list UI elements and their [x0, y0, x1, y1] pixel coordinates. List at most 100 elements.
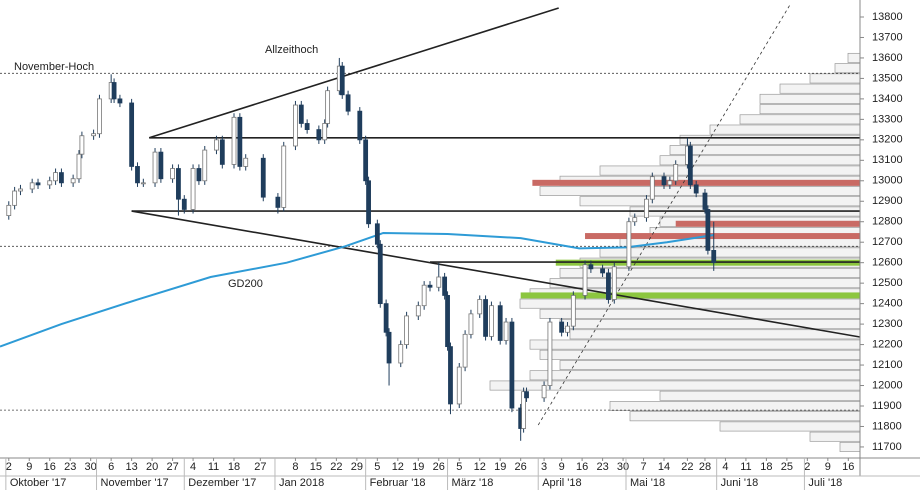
candle-body — [477, 299, 483, 315]
candle-body — [363, 139, 369, 182]
candle-body — [483, 299, 488, 337]
x-tick-label: 19 — [494, 461, 506, 473]
y-tick-label: 13600 — [872, 52, 903, 64]
candle-body — [357, 110, 363, 141]
y-tick-label: 12300 — [872, 318, 903, 330]
volume-profile-bar — [659, 390, 860, 401]
x-tick-label: 22 — [330, 461, 342, 473]
candle-body — [304, 123, 310, 130]
candle-body — [644, 198, 649, 219]
month-label: April '18 — [542, 477, 581, 489]
x-tick-label: 27 — [166, 461, 178, 473]
candle-body — [202, 149, 208, 182]
candle-body — [190, 168, 196, 210]
x-tick-label: 22 — [681, 461, 693, 473]
y-tick-label: 13100 — [872, 154, 903, 166]
candle-body — [243, 157, 249, 167]
volume-profile-bar — [559, 319, 860, 330]
x-tick-label: 5 — [456, 461, 462, 473]
x-tick-label: 30 — [617, 461, 629, 473]
candle-body — [667, 180, 673, 186]
x-tick-label: 3 — [541, 461, 547, 473]
volume-profile-bar — [579, 196, 860, 207]
candle-body — [497, 305, 503, 341]
candle-body — [231, 116, 237, 165]
candle-body — [135, 166, 140, 184]
volume-profile-bar — [759, 93, 860, 104]
candle-body — [293, 104, 298, 147]
x-tick-label: 7 — [640, 461, 646, 473]
candle-body — [427, 284, 433, 288]
x-tick-label: 26 — [515, 461, 527, 473]
plot-area — [0, 4, 860, 452]
candle-body — [129, 102, 135, 167]
candle-body — [47, 180, 53, 186]
candle-body — [611, 266, 617, 300]
candle-body — [386, 331, 392, 364]
candle-body — [398, 344, 404, 364]
candle-body — [448, 346, 453, 405]
x-tick-label: 26 — [433, 461, 445, 473]
trend-line — [131, 210, 860, 338]
volume-profile-bar — [834, 63, 860, 74]
candle-body — [176, 168, 181, 200]
candle-body — [6, 204, 12, 216]
trend-line — [148, 7, 559, 139]
y-tick-label: 13400 — [872, 93, 903, 105]
candle-body — [606, 272, 611, 300]
y-tick-label: 13500 — [872, 72, 903, 84]
x-tick-label: 23 — [64, 461, 76, 473]
candle-body — [70, 178, 76, 184]
month-label: Dezember '17 — [188, 477, 256, 489]
y-tick-label: 12500 — [872, 277, 903, 289]
volume-profile-bar — [539, 349, 860, 360]
y-tick-label: 12200 — [872, 338, 903, 350]
volume-profile-bar — [739, 114, 860, 125]
x-tick-label: 5 — [374, 461, 380, 473]
candle-body — [462, 333, 468, 368]
month-label: November '17 — [101, 477, 169, 489]
volume-profile-bar — [809, 73, 860, 84]
volume-profile-bar — [599, 165, 860, 176]
zone — [520, 292, 860, 299]
y-tick-label: 13200 — [872, 134, 903, 146]
volume-profile-bar — [779, 83, 860, 94]
candle-body — [693, 184, 699, 194]
x-tick-label: 12 — [474, 461, 486, 473]
y-tick-label: 12900 — [872, 195, 903, 207]
candle-body — [570, 295, 576, 327]
x-tick-label: 20 — [146, 461, 158, 473]
volume-profile-bar — [709, 124, 860, 135]
candle-body — [687, 145, 693, 186]
volume-profile-bar — [569, 329, 860, 340]
annotation: GD200 — [228, 278, 263, 290]
annotation: Allzeithoch — [265, 44, 318, 56]
candle-body — [421, 284, 427, 307]
candle-body — [111, 82, 117, 100]
candle-body — [281, 145, 287, 208]
candle-body — [600, 268, 605, 274]
candle-body — [547, 321, 553, 386]
month-label: Februar '18 — [370, 477, 426, 489]
candle-body — [509, 321, 515, 409]
x-tick-label: 8 — [292, 461, 298, 473]
candle-body — [588, 264, 594, 270]
candle-body — [661, 176, 667, 186]
volume-profile-bar — [659, 155, 860, 166]
volume-profile-bar — [609, 401, 860, 411]
candle-body — [673, 164, 679, 182]
candle-body — [196, 168, 202, 182]
x-tick-label: 27 — [254, 461, 266, 473]
month-label: Mai '18 — [630, 477, 665, 489]
candle-body — [442, 276, 448, 296]
x-tick-label: 9 — [825, 461, 831, 473]
y-tick-label: 12000 — [872, 379, 903, 391]
x-tick-label: 2 — [804, 461, 810, 473]
candle-body — [76, 153, 82, 180]
volume-profile-bar — [847, 52, 860, 63]
volume-profile-bar — [629, 411, 860, 422]
candle-body — [339, 65, 345, 96]
candle-body — [503, 321, 509, 341]
y-tick-label: 11800 — [872, 420, 902, 432]
volume-profile-bar — [809, 431, 860, 442]
